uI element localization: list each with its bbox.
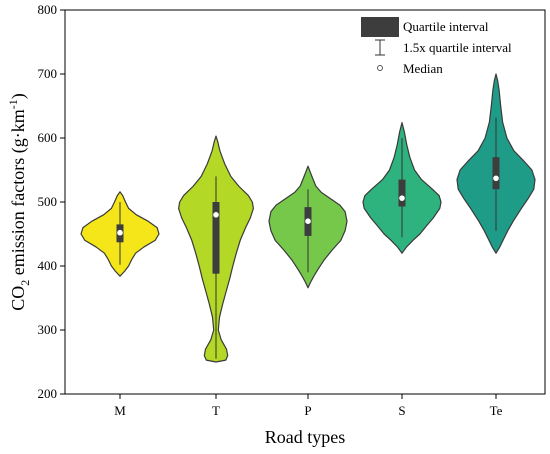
x-axis: M T P S Te bbox=[114, 394, 503, 418]
y-tick-label: 400 bbox=[38, 258, 58, 273]
legend-median-symbol bbox=[377, 65, 383, 71]
y-axis-title-end: ) bbox=[8, 93, 29, 99]
y-tick-label: 200 bbox=[38, 386, 58, 401]
violin-Te bbox=[456, 73, 536, 254]
y-axis-title-main: CO bbox=[8, 286, 28, 311]
y-axis-title: CO2 emission factors (g·km-1) bbox=[6, 93, 32, 310]
violin-median bbox=[493, 175, 499, 182]
legend: Quartile interval 1.5x quartile interval… bbox=[361, 17, 512, 76]
legend-whisker-symbol bbox=[375, 39, 385, 56]
violin-M bbox=[80, 191, 160, 277]
violin-quartile-box bbox=[492, 157, 500, 190]
x-tick-label: P bbox=[304, 403, 311, 418]
x-tick-label: Te bbox=[490, 403, 503, 418]
y-tick-label: 800 bbox=[38, 2, 58, 17]
y-axis: 200 300 400 500 600 700 800 bbox=[38, 2, 65, 401]
violin-T bbox=[178, 135, 254, 363]
legend-quartile-swatch bbox=[361, 17, 399, 37]
x-tick-label: S bbox=[398, 403, 405, 418]
y-tick-label: 300 bbox=[38, 322, 58, 337]
y-axis-title-sub: 2 bbox=[18, 280, 32, 286]
violin-quartile-box bbox=[212, 202, 220, 274]
violin-median bbox=[305, 218, 311, 224]
x-tick-label: M bbox=[114, 403, 126, 418]
y-tick-label: 700 bbox=[38, 66, 58, 81]
y-axis-title-rest: emission factors (g·km bbox=[8, 109, 29, 279]
y-tick-label: 500 bbox=[38, 194, 58, 209]
violin-layer bbox=[80, 73, 536, 363]
legend-median-label: Median bbox=[403, 61, 443, 76]
violin-quartile-box bbox=[398, 179, 406, 207]
y-tick-label: 600 bbox=[38, 130, 58, 145]
legend-quartile-label: Quartile interval bbox=[403, 19, 489, 34]
violin-median bbox=[213, 212, 219, 218]
violin-median bbox=[399, 195, 405, 201]
x-tick-label: T bbox=[212, 403, 220, 418]
y-axis-title-sup: -1 bbox=[6, 99, 20, 109]
violin-P bbox=[268, 165, 348, 289]
violin-median bbox=[117, 229, 123, 236]
violin-S bbox=[362, 122, 442, 254]
legend-whisker-label: 1.5x quartile interval bbox=[403, 40, 512, 55]
x-axis-title: Road types bbox=[265, 427, 346, 447]
